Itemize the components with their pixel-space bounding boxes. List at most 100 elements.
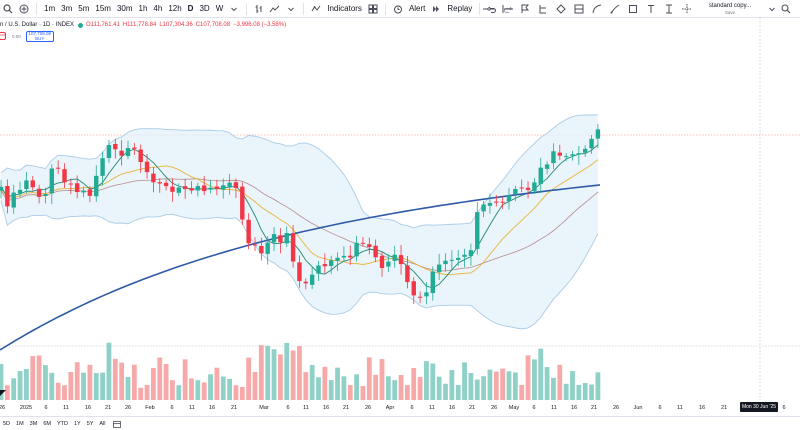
horizontal-ray-icon[interactable] (501, 3, 513, 15)
vertical-line-icon[interactable] (645, 3, 657, 15)
replay-icon[interactable] (430, 3, 442, 15)
timeframe-w[interactable]: W (215, 3, 224, 13)
candle-body (68, 183, 74, 185)
time-axis-label: 6 (44, 405, 47, 411)
sell-button[interactable]: 108 (0, 32, 6, 40)
candle-body (589, 138, 594, 149)
indicators-button[interactable]: Indicators (327, 3, 362, 13)
time-axis-label: 26 (365, 405, 371, 411)
crosshair-icon[interactable] (681, 3, 693, 15)
layout-selector[interactable]: standard copy... Save (700, 1, 760, 17)
timeframe-1h[interactable]: 1h (138, 3, 148, 13)
timeframe-3m[interactable]: 3m (61, 3, 73, 13)
volume-bar (195, 380, 201, 400)
chevron-down-icon[interactable] (766, 3, 778, 15)
bollinger-bands (0, 114, 599, 330)
volume-bar (322, 366, 328, 400)
candle-body (544, 164, 550, 169)
volume-bar (385, 376, 391, 400)
price-range-icon[interactable] (663, 3, 675, 15)
brush-icon[interactable] (609, 3, 621, 15)
timeframe-3d[interactable]: 3D (199, 3, 210, 13)
candle-body (170, 186, 175, 192)
range-all[interactable]: All (99, 420, 106, 427)
candle-body (424, 292, 429, 297)
time-axis[interactable]: 26 2025 6 11 16 21 26 Feb 6 11 16 21 Mar 6 11 16 21 26 Apr… (0, 400, 800, 414)
line-style-icon[interactable] (269, 3, 281, 15)
long-position-icon[interactable] (573, 3, 585, 15)
timeframe-30m[interactable]: 30m (116, 3, 133, 13)
price-chart[interactable] (0, 18, 800, 400)
timeframe-5m[interactable]: 5m (78, 3, 90, 13)
volume-bar (265, 345, 271, 400)
time-axis-label: 26 (125, 405, 131, 411)
fib-retracement-icon[interactable] (537, 3, 549, 15)
candle-body (202, 185, 207, 192)
volume-bar (100, 372, 105, 400)
time-axis-label: 6 (170, 405, 173, 411)
volume-bar (474, 379, 480, 400)
candle-body (163, 182, 169, 187)
chevron-down-icon[interactable] (228, 3, 240, 15)
trend-angle-icon[interactable] (591, 3, 603, 15)
spread-value: 0.00 (12, 33, 21, 39)
alert-clock-icon[interactable] (392, 3, 404, 15)
volume-bar (430, 363, 436, 400)
timeframe-1m[interactable]: 1m (44, 3, 56, 13)
candle-body (468, 250, 474, 256)
templates-icon[interactable] (367, 3, 379, 15)
alert-button[interactable]: Alert (408, 3, 426, 13)
diamond-shape-icon[interactable] (555, 3, 567, 15)
indicators-icon[interactable] (310, 3, 322, 15)
range-1m[interactable]: 1M (16, 420, 24, 427)
volume-bar (570, 371, 575, 400)
timeframe-4h[interactable]: 4h (153, 3, 163, 13)
candle-body (398, 255, 404, 265)
volume-bar (525, 355, 531, 400)
buy-button[interactable]: 107,708.08 BUY (25, 30, 54, 42)
replay-button[interactable]: Replay (447, 3, 473, 13)
candle-body (290, 233, 296, 262)
chevron-down-icon[interactable] (285, 3, 297, 15)
flag-mark-icon[interactable] (519, 3, 531, 15)
symbol-search-icon[interactable] (2, 3, 14, 15)
drawing-marker-icon[interactable] (0, 390, 6, 396)
toolbar-divider (479, 2, 481, 15)
timeframe-d[interactable]: D (187, 3, 194, 13)
symbol-title[interactable]: n / U.S. Dollar · 1D · INDEX (0, 22, 75, 28)
range-5d[interactable]: 5D (3, 420, 11, 427)
search-icon[interactable] (780, 3, 792, 15)
volume-bar (436, 376, 442, 400)
candle-body (189, 188, 194, 191)
buy-label: BUY (35, 35, 45, 41)
candle-body (81, 190, 86, 193)
volume-bar (87, 364, 93, 400)
bar-style-icon[interactable] (253, 3, 265, 15)
range-ytd[interactable]: YTD (56, 420, 68, 427)
candle-body (392, 254, 397, 261)
candle-body (475, 212, 480, 249)
candle-body (538, 167, 543, 184)
timeframe-15m[interactable]: 15m (95, 3, 111, 13)
timeframe-12h[interactable]: 12h (168, 3, 182, 13)
horizontal-line-icon[interactable] (483, 3, 495, 15)
candle-body (240, 186, 245, 220)
rectangle-icon[interactable] (627, 3, 639, 15)
range-5y[interactable]: 5Y (86, 420, 94, 427)
candle-body (500, 201, 505, 203)
volume-bar (417, 377, 423, 400)
volume-bar (316, 377, 321, 400)
range-3m[interactable]: 3M (29, 420, 38, 427)
volume-bar (43, 365, 48, 400)
time-axis-label: 6 (532, 405, 535, 411)
candle-body (100, 158, 105, 176)
add-circle-icon[interactable] (18, 3, 30, 15)
legend-high: H111,778.84 (122, 22, 157, 28)
date-range-icon[interactable] (112, 420, 121, 428)
volume-bar (4, 385, 10, 400)
range-6m[interactable]: 6M (43, 420, 51, 427)
bollinger-fill (1, 114, 598, 329)
candle-body (87, 189, 93, 196)
time-axis-label: 16 (209, 405, 215, 411)
range-1y[interactable]: 1Y (73, 420, 81, 427)
